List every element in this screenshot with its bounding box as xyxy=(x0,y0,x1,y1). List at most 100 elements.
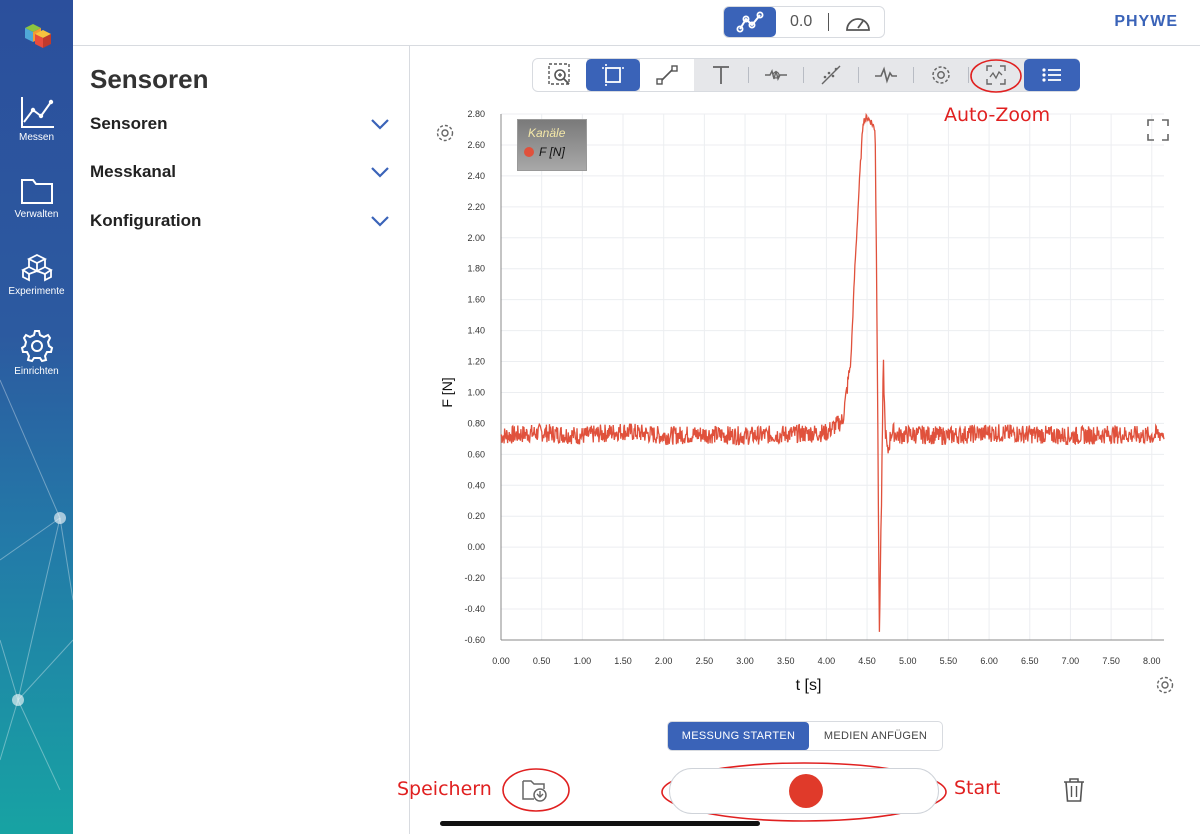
delete-button[interactable] xyxy=(1062,776,1086,809)
signal-icon xyxy=(875,66,897,84)
folder-download-icon xyxy=(522,780,547,802)
smooth-button[interactable] xyxy=(749,59,803,91)
text-tool-button[interactable] xyxy=(694,59,748,91)
legend-entry-label: F [N] xyxy=(539,145,565,159)
y-tick-label: 2.40 xyxy=(467,171,485,181)
y-tick-label: 1.80 xyxy=(467,264,485,274)
chart-toolbar xyxy=(532,58,1080,92)
x-tick-label: 5.50 xyxy=(940,656,958,666)
accordion-sensoren[interactable]: Sensoren xyxy=(90,114,390,144)
nav-einrichten-label: Einrichten xyxy=(14,366,59,377)
y-tick-label: 0.40 xyxy=(467,480,485,490)
start-measurement-button[interactable] xyxy=(669,768,939,814)
nav-experimente-label: Experimente xyxy=(8,286,65,297)
auto-zoom-button[interactable] xyxy=(969,59,1023,91)
divider xyxy=(828,13,829,31)
line-tool-icon xyxy=(656,65,678,85)
gauge-icon xyxy=(846,18,870,31)
toolbar-divider xyxy=(748,67,749,83)
x-tick-label: 8.00 xyxy=(1143,656,1161,666)
trash-icon xyxy=(1064,778,1084,802)
zoom-area-button[interactable] xyxy=(533,59,587,91)
toolbar-divider xyxy=(803,67,804,83)
nav-experimente[interactable]: Experimente xyxy=(0,252,73,297)
y-tick-label: 0.00 xyxy=(467,542,485,552)
chart-legend[interactable]: Kanäle F [N] xyxy=(517,119,587,171)
mode-tabs: MESSUNG STARTEN MEDIEN ANFÜGEN xyxy=(667,721,943,751)
text-tool-icon xyxy=(713,66,729,84)
nav-messen[interactable]: Messen xyxy=(0,96,73,143)
cubes-icon xyxy=(20,253,53,282)
chart-settings-icon[interactable] xyxy=(434,122,456,144)
smooth-icon xyxy=(765,68,787,82)
x-tick-label: 7.50 xyxy=(1102,656,1120,666)
nav-verwalten-label: Verwalten xyxy=(14,209,59,220)
accordion-label: Sensoren xyxy=(90,114,168,133)
x-tick-label: 2.50 xyxy=(696,656,714,666)
x-tick-label: 6.50 xyxy=(1021,656,1039,666)
y-tick-label: 2.60 xyxy=(467,140,485,150)
legend-entry[interactable]: F [N] xyxy=(524,145,565,159)
chevron-down-icon xyxy=(371,119,389,130)
tab-messung-starten[interactable]: MESSUNG STARTEN xyxy=(668,722,809,750)
y-tick-label: 1.40 xyxy=(467,326,485,336)
tab-medien-anfuegen[interactable]: MEDIEN ANFÜGEN xyxy=(823,730,928,742)
settings-button[interactable] xyxy=(914,59,968,91)
axis-settings-icon[interactable] xyxy=(1154,674,1176,696)
accordion-label: Konfiguration xyxy=(90,211,202,230)
toolbar-divider xyxy=(968,67,969,83)
view-mode-switch: 0.0 xyxy=(723,6,885,38)
x-tick-label: 0.00 xyxy=(492,656,510,666)
y-axis-label: F [N] xyxy=(439,377,455,407)
start-highlight xyxy=(661,762,947,822)
x-tick-label: 3.50 xyxy=(777,656,795,666)
x-axis-label: t [s] xyxy=(796,677,822,694)
chart-icon xyxy=(20,97,54,128)
y-tick-label: 0.80 xyxy=(467,418,485,428)
x-tick-label: 0.50 xyxy=(533,656,551,666)
y-tick-label: -0.60 xyxy=(464,635,485,645)
list-icon xyxy=(1042,68,1061,82)
line-tool-button[interactable] xyxy=(640,59,694,91)
legend-title: Kanäle xyxy=(528,126,566,140)
save-annotation: Speichern xyxy=(397,778,492,800)
fullscreen-icon[interactable] xyxy=(1146,118,1170,142)
accordion-konfiguration[interactable]: Konfiguration xyxy=(90,211,390,241)
network-decoration xyxy=(0,379,73,791)
nav-einrichten[interactable]: Einrichten xyxy=(0,328,73,377)
x-tick-label: 6.00 xyxy=(980,656,998,666)
chevron-down-icon xyxy=(371,216,389,227)
auto-zoom-icon xyxy=(986,65,1006,85)
fit-frame-button[interactable] xyxy=(586,59,640,91)
force-time-chart[interactable]: 2.80 2.60 2.40 2.20 2.00 1.80 1.60 1.40 1.20 1.00… xyxy=(424,104,1188,708)
accordion-label: Messkanal xyxy=(90,162,176,181)
accordion-messkanal[interactable]: Messkanal xyxy=(90,162,390,192)
top-bar: 0.0 PHYWE xyxy=(73,0,1200,46)
y-tick-label: 2.20 xyxy=(467,202,485,212)
auto-zoom-highlight xyxy=(970,59,1022,93)
record-icon xyxy=(789,774,823,808)
x-tick-label: 1.50 xyxy=(614,656,632,666)
signal-button[interactable] xyxy=(859,59,913,91)
numeric-display[interactable]: 0.0 xyxy=(790,13,813,30)
list-button[interactable] xyxy=(1024,59,1080,91)
x-tick-label: 7.00 xyxy=(1062,656,1080,666)
y-tick-label: 1.00 xyxy=(467,387,485,397)
x-tick-label: 4.00 xyxy=(818,656,836,666)
settings-icon xyxy=(932,66,950,84)
gear-icon xyxy=(20,330,53,363)
sensor-panel: Sensoren Sensoren Messkanal Konfiguratio… xyxy=(73,46,410,834)
gauge-mode-button[interactable] xyxy=(844,13,872,38)
chart-card: 2.80 2.60 2.40 2.20 2.00 1.80 1.60 1.40 1.20 1.00… xyxy=(424,104,1188,708)
auto-zoom-annotation: Auto-Zoom xyxy=(944,104,1051,126)
regression-icon xyxy=(821,65,841,85)
y-tick-label: 1.20 xyxy=(467,357,485,367)
regression-button[interactable] xyxy=(804,59,858,91)
x-tick-label: 5.00 xyxy=(899,656,917,666)
nav-verwalten[interactable]: Verwalten xyxy=(0,175,73,220)
graph-mode-button[interactable] xyxy=(724,7,776,37)
save-button[interactable] xyxy=(520,776,550,809)
phywe-logo xyxy=(25,24,51,48)
start-annotation: Start xyxy=(954,777,1001,799)
